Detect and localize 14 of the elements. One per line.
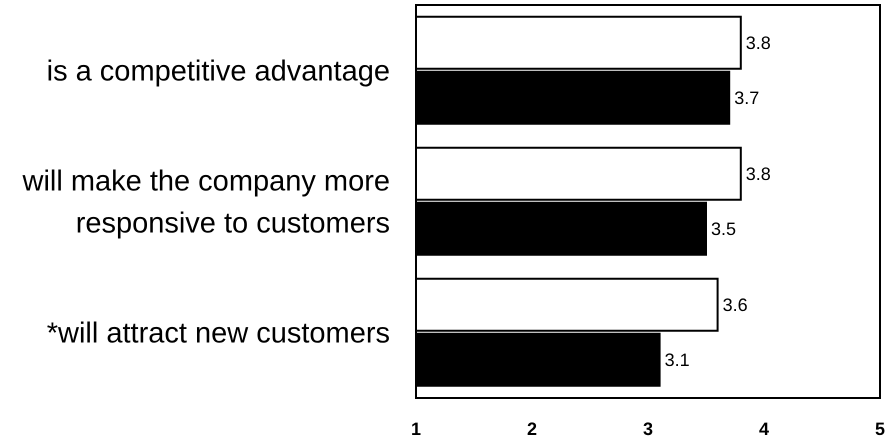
y-tick-label: will make the company more responsive to customers	[22, 166, 390, 240]
data-label: 3.7	[734, 88, 760, 108]
data-label: 3.8	[746, 33, 771, 54]
x-tick-label: 3	[642, 418, 654, 439]
data-label: 3.5	[711, 219, 736, 240]
y-tick-label: is a competitive advantage	[46, 56, 390, 88]
x-tick-label: 2	[526, 418, 538, 439]
data-label: 3.1	[664, 350, 690, 370]
x-tick-label: 1	[410, 418, 422, 439]
x-tick-label: 4	[758, 418, 770, 439]
y-tick-label: *will attract new customers	[46, 318, 390, 350]
x-tick-label: 5	[874, 418, 886, 439]
data-label: 3.6	[722, 295, 748, 316]
data-label: 3.8	[746, 164, 771, 184]
